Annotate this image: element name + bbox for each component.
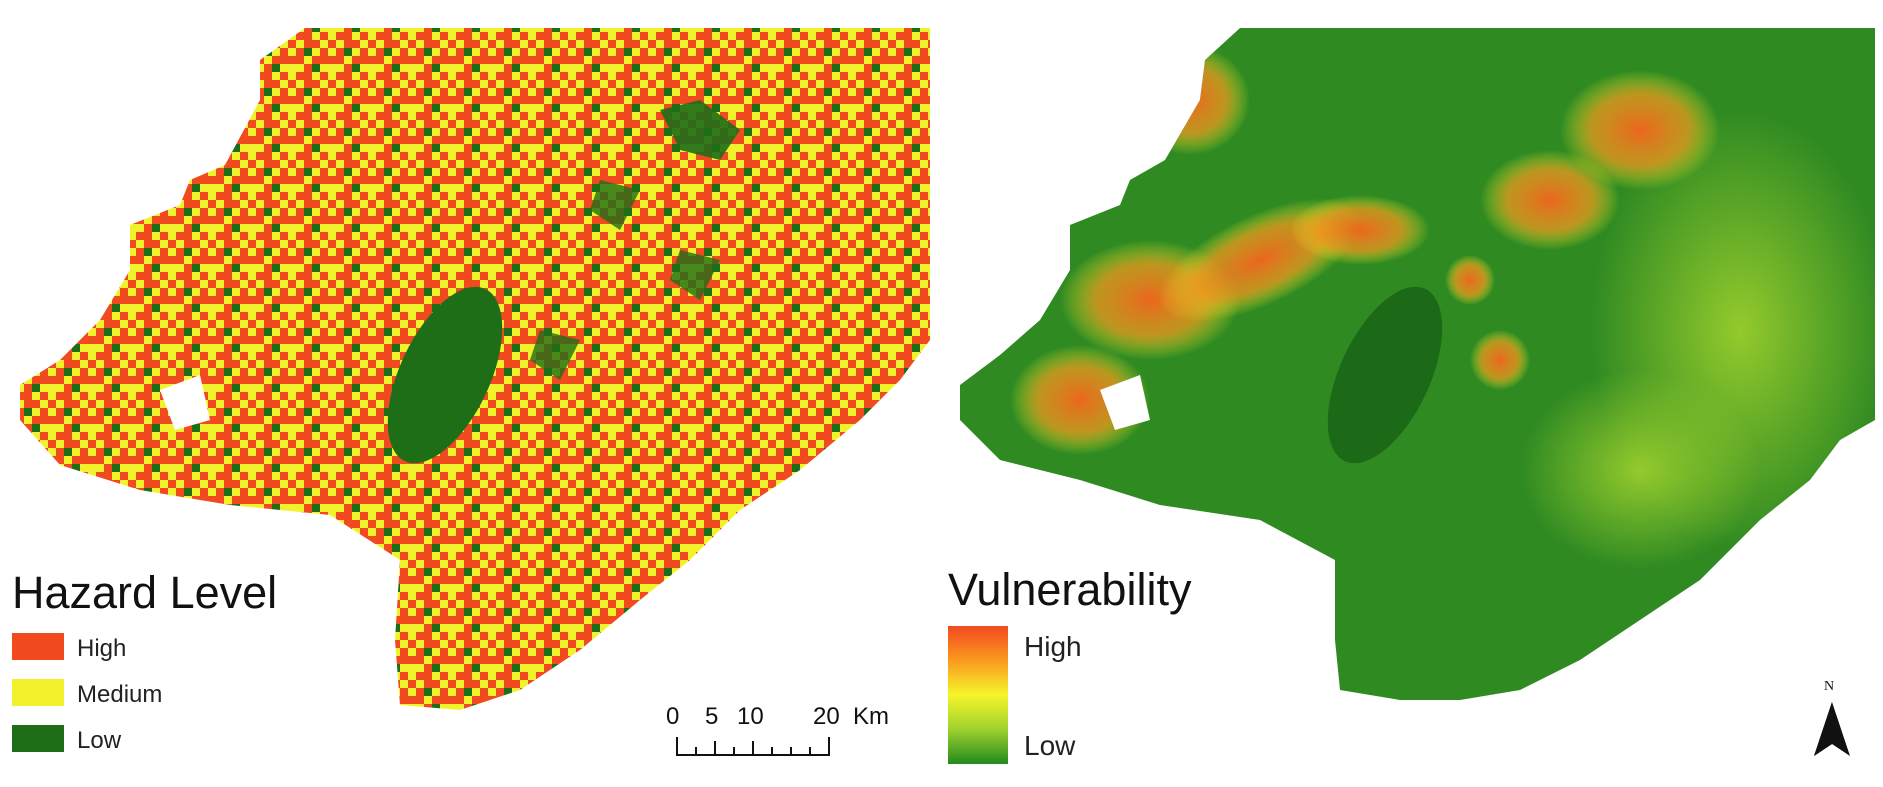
- hazard-high-swatch: [12, 633, 64, 660]
- vulnerability-legend-title: Vulnerability: [948, 564, 1192, 615]
- scale-tick-5: 5: [705, 703, 719, 730]
- hazard-high-label: High: [77, 635, 127, 662]
- scale-bar: [676, 737, 830, 756]
- vulnerability-gradient-bar: [948, 626, 1008, 764]
- hazard-level-map: [20, 28, 930, 710]
- scale-unit: Km: [853, 703, 889, 730]
- vulnerability-map: [960, 28, 1875, 700]
- hazard-medium-swatch: [12, 679, 64, 706]
- hazard-low-label: Low: [77, 727, 122, 754]
- hazard-legend-title: Hazard Level: [12, 567, 278, 618]
- scale-tick-20: 20: [813, 703, 840, 730]
- hazard-low-swatch: [12, 725, 64, 752]
- north-label: N: [1824, 679, 1835, 694]
- vulnerability-low-label: Low: [1024, 730, 1076, 761]
- scale-tick-0: 0: [666, 703, 680, 730]
- vulnerability-high-label: High: [1024, 631, 1082, 662]
- north-arrow-icon: [1814, 702, 1850, 756]
- hazard-medium-label: Medium: [77, 681, 163, 708]
- scale-tick-10: 10: [737, 703, 764, 730]
